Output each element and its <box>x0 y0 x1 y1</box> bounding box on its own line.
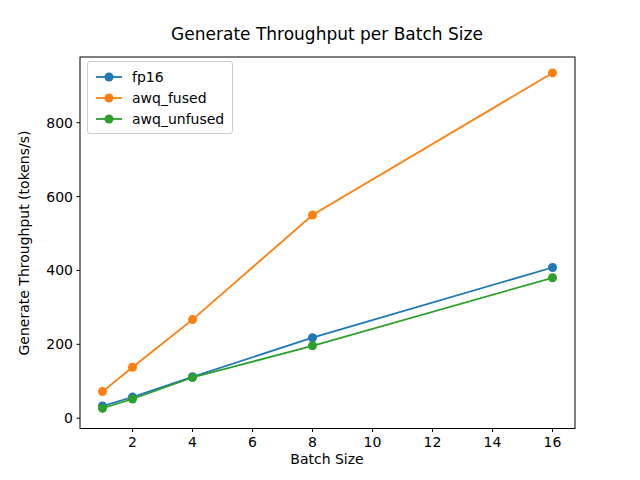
data-point-awq_unfused-4 <box>188 373 197 382</box>
x-tick-label: 12 <box>424 434 442 450</box>
series-fp16 <box>98 263 557 411</box>
legend-swatch-line-marker-icon <box>95 112 123 126</box>
legend-label-awq-unfused: awq_unfused <box>132 111 224 127</box>
legend-item-awq-fused: awq_fused <box>95 87 224 108</box>
data-point-awq_fused-1 <box>98 387 107 396</box>
legend-label-fp16: fp16 <box>132 69 164 85</box>
data-point-awq_unfused-1 <box>98 404 107 413</box>
y-tick-label: 800 <box>46 115 73 131</box>
y-tick-label: 0 <box>64 410 73 426</box>
legend-swatch-line-marker-icon <box>95 91 123 105</box>
series-line-awq_unfused <box>103 278 553 408</box>
x-tick-label: 2 <box>128 434 137 450</box>
legend-item-awq-unfused: awq_unfused <box>95 108 224 129</box>
x-tick-label: 8 <box>308 434 317 450</box>
data-point-awq_fused-8 <box>308 211 317 220</box>
legend-item-fp16: fp16 <box>95 66 224 87</box>
chart-title: Generate Throughput per Batch Size <box>171 24 483 44</box>
x-tick-label: 6 <box>248 434 257 450</box>
x-axis-label: Batch Size <box>290 451 363 467</box>
x-tick-label: 16 <box>544 434 562 450</box>
x-tick-label: 10 <box>364 434 382 450</box>
x-tick-label: 14 <box>484 434 502 450</box>
data-point-awq_unfused-16 <box>548 273 557 282</box>
series-awq_unfused <box>98 273 557 412</box>
legend-label-awq-fused: awq_fused <box>132 90 207 106</box>
y-axis-label: Generate Throughput (tokens/s) <box>16 131 32 356</box>
legend-swatch-line-marker-icon <box>95 70 123 84</box>
data-point-awq_unfused-8 <box>308 341 317 350</box>
x-tick-label: 4 <box>188 434 197 450</box>
data-point-awq_fused-4 <box>188 315 197 324</box>
legend: fp16 awq_fused awq_unfused <box>87 61 233 134</box>
y-tick-label: 400 <box>46 262 73 278</box>
data-point-awq_fused-16 <box>548 68 557 77</box>
data-point-awq_unfused-2 <box>128 395 137 404</box>
y-tick-label: 200 <box>46 336 73 352</box>
data-point-fp16-8 <box>308 333 317 342</box>
data-point-fp16-16 <box>548 263 557 272</box>
figure: 2 4 6 8 10 12 14 16 0 200 400 600 800 Generate Throu… <box>0 0 640 480</box>
y-tick-label: 600 <box>46 189 73 205</box>
data-point-awq_fused-2 <box>128 363 137 372</box>
